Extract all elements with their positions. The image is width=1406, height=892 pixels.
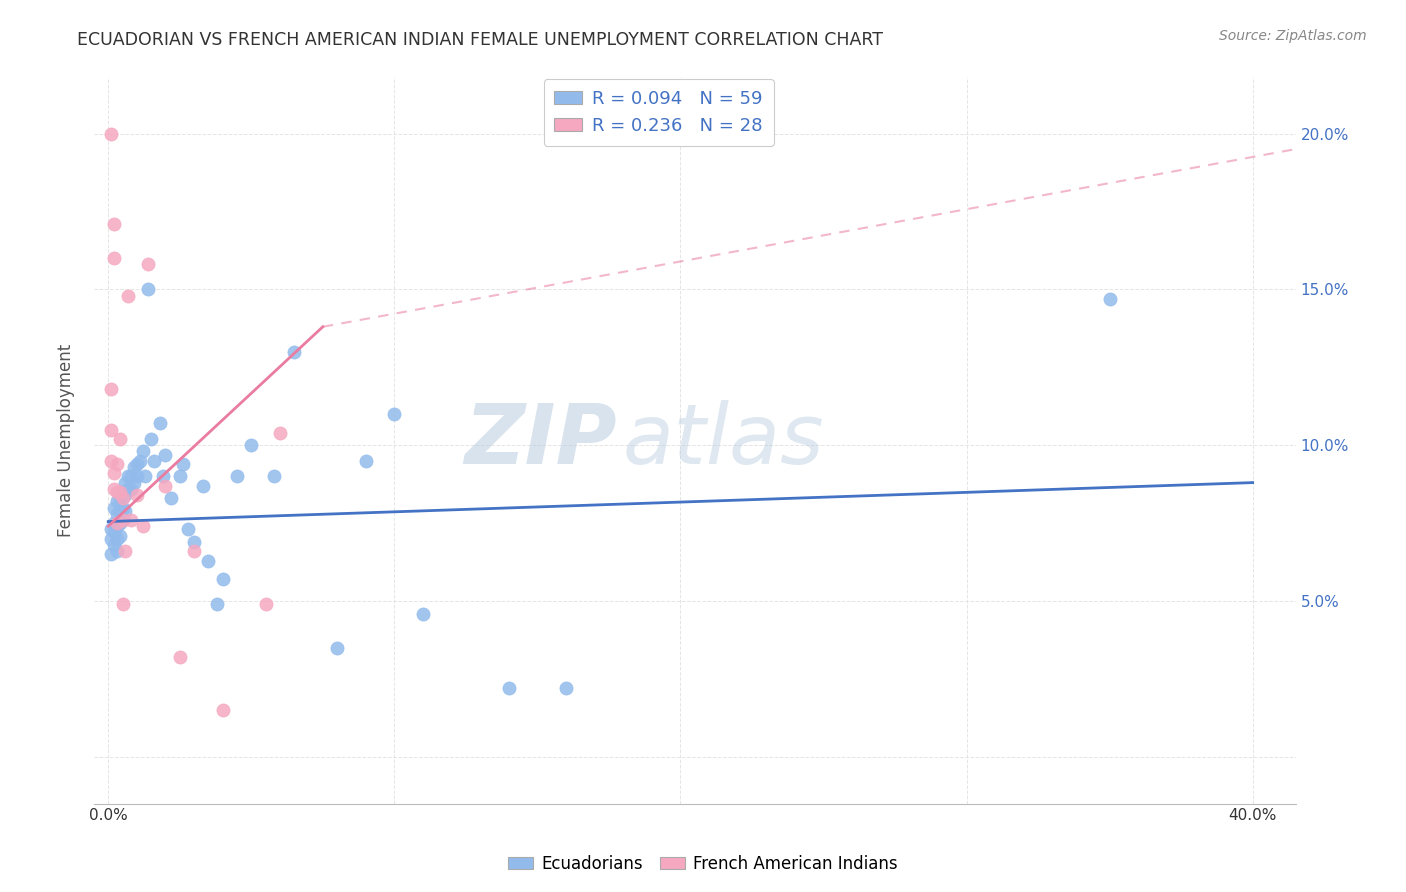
- Point: [111, 491, 134, 506]
- Point: [183, 534, 205, 549]
- Point: [105, 494, 128, 508]
- Point: [240, 438, 263, 452]
- Point: [254, 597, 277, 611]
- Point: [326, 640, 349, 655]
- Point: [122, 475, 145, 490]
- Point: [108, 485, 131, 500]
- Point: [105, 519, 128, 533]
- Point: [103, 538, 125, 552]
- Point: [117, 469, 139, 483]
- Point: [111, 513, 134, 527]
- Point: [226, 469, 249, 483]
- Point: [136, 257, 159, 271]
- Point: [105, 516, 128, 530]
- Point: [114, 475, 136, 490]
- Point: [114, 544, 136, 558]
- Point: [197, 553, 219, 567]
- Point: [125, 469, 148, 483]
- Point: [1098, 292, 1121, 306]
- Legend: Ecuadorians, French American Indians: Ecuadorians, French American Indians: [502, 848, 904, 880]
- Point: [105, 544, 128, 558]
- Point: [205, 597, 228, 611]
- Point: [100, 423, 122, 437]
- Point: [111, 485, 134, 500]
- Point: [498, 681, 520, 696]
- Point: [105, 507, 128, 521]
- Point: [103, 251, 125, 265]
- Point: [120, 482, 142, 496]
- Text: ZIP: ZIP: [464, 400, 617, 481]
- Point: [105, 485, 128, 500]
- Point: [128, 454, 150, 468]
- Legend: R = 0.094   N = 59, R = 0.236   N = 28: R = 0.094 N = 59, R = 0.236 N = 28: [544, 79, 773, 146]
- Point: [100, 454, 122, 468]
- Point: [105, 532, 128, 546]
- Point: [169, 650, 191, 665]
- Point: [382, 407, 405, 421]
- Point: [354, 454, 377, 468]
- Point: [108, 528, 131, 542]
- Point: [152, 469, 174, 483]
- Point: [141, 432, 163, 446]
- Point: [211, 572, 233, 586]
- Point: [103, 516, 125, 530]
- Point: [177, 522, 200, 536]
- Text: Source: ZipAtlas.com: Source: ZipAtlas.com: [1219, 29, 1367, 43]
- Point: [111, 597, 134, 611]
- Point: [131, 519, 153, 533]
- Point: [183, 544, 205, 558]
- Point: [555, 681, 578, 696]
- Point: [125, 457, 148, 471]
- Point: [114, 503, 136, 517]
- Point: [122, 460, 145, 475]
- Point: [111, 500, 134, 515]
- Text: atlas: atlas: [623, 400, 824, 481]
- Point: [169, 469, 191, 483]
- Point: [105, 457, 128, 471]
- Point: [143, 454, 166, 468]
- Point: [103, 467, 125, 481]
- Point: [211, 703, 233, 717]
- Point: [114, 488, 136, 502]
- Point: [103, 217, 125, 231]
- Point: [155, 479, 177, 493]
- Point: [125, 488, 148, 502]
- Point: [100, 127, 122, 141]
- Point: [117, 482, 139, 496]
- Point: [134, 469, 156, 483]
- Point: [191, 479, 214, 493]
- Point: [108, 432, 131, 446]
- Point: [263, 469, 285, 483]
- Point: [269, 425, 291, 440]
- Point: [108, 503, 131, 517]
- Point: [120, 513, 142, 527]
- Point: [103, 525, 125, 540]
- Point: [100, 522, 122, 536]
- Point: [412, 607, 434, 621]
- Point: [111, 513, 134, 527]
- Point: [172, 457, 194, 471]
- Point: [108, 491, 131, 506]
- Point: [283, 344, 305, 359]
- Point: [149, 417, 172, 431]
- Text: ECUADORIAN VS FRENCH AMERICAN INDIAN FEMALE UNEMPLOYMENT CORRELATION CHART: ECUADORIAN VS FRENCH AMERICAN INDIAN FEM…: [77, 31, 883, 49]
- Point: [155, 448, 177, 462]
- Point: [131, 444, 153, 458]
- Point: [100, 382, 122, 396]
- Point: [120, 469, 142, 483]
- Point: [136, 282, 159, 296]
- Point: [117, 288, 139, 302]
- Point: [160, 491, 183, 506]
- Point: [100, 532, 122, 546]
- Point: [103, 500, 125, 515]
- Y-axis label: Female Unemployment: Female Unemployment: [58, 344, 75, 537]
- Point: [103, 482, 125, 496]
- Point: [108, 516, 131, 530]
- Point: [100, 547, 122, 561]
